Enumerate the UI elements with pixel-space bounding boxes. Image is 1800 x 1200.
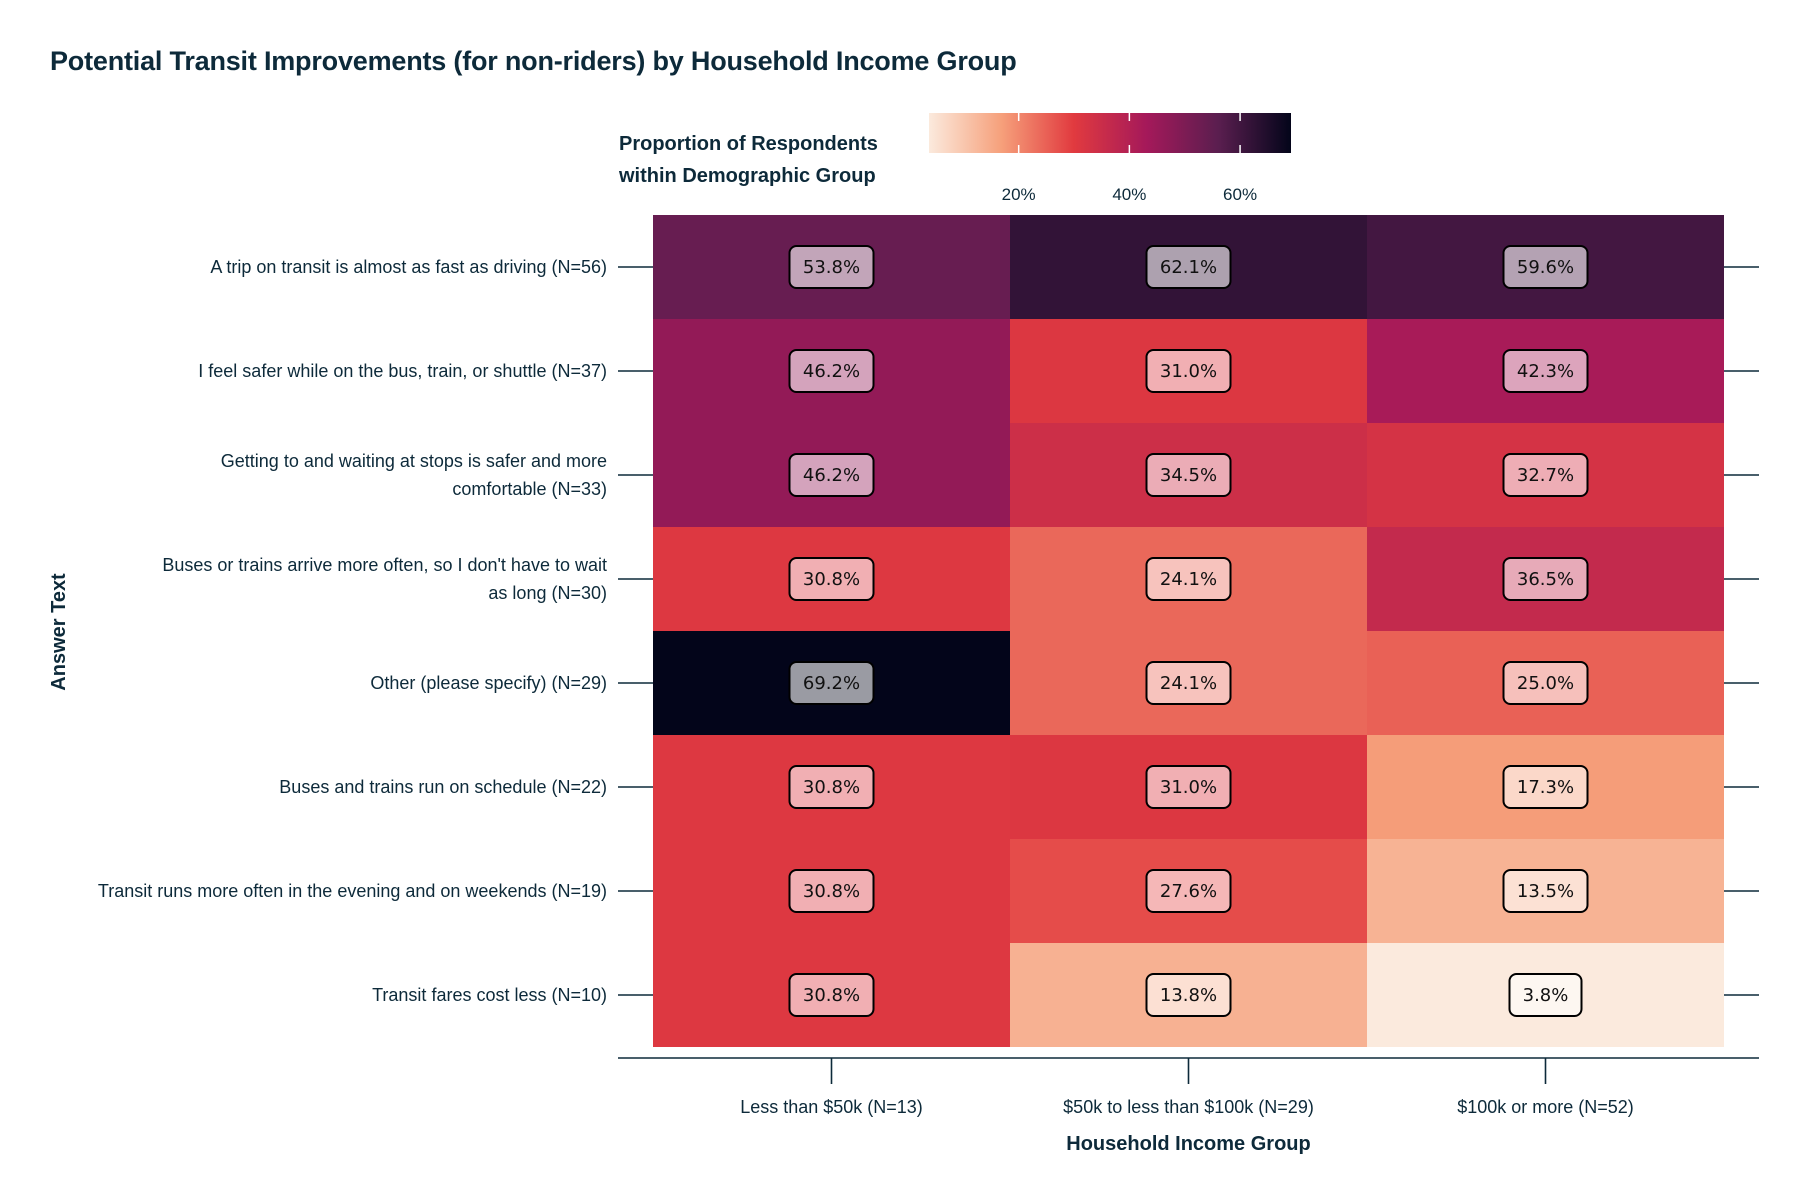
cell-value-box — [1502, 349, 1589, 393]
cell-value-label: 17.3% — [1517, 777, 1574, 798]
cell-value-label: 69.2% — [803, 673, 860, 694]
cell-value-box — [1502, 765, 1589, 809]
cell-value-box — [1145, 557, 1232, 601]
cell-value-label: 31.0% — [1160, 777, 1217, 798]
cell-value-box — [1502, 661, 1589, 705]
cell-value-box — [1145, 349, 1232, 393]
row-label: Buses or trains arrive more often, so I … — [162, 555, 607, 575]
legend-tick-label: 20% — [1002, 185, 1036, 204]
legend-tick-label: 60% — [1223, 185, 1257, 204]
cell-value-box — [1145, 869, 1232, 913]
cell-value-label: 53.8% — [803, 257, 860, 278]
row-label: comfortable (N=33) — [452, 479, 607, 499]
cell-value-label: 30.8% — [803, 777, 860, 798]
row-label: Transit runs more often in the evening a… — [98, 881, 607, 901]
cell-value-label: 30.8% — [803, 881, 860, 902]
cell-value-box — [788, 453, 875, 497]
cell-value-label: 46.2% — [803, 361, 860, 382]
cell-value-label: 24.1% — [1160, 673, 1217, 694]
cell-value-box — [788, 973, 875, 1017]
cell-value-box — [788, 349, 875, 393]
cell-value-label: 46.2% — [803, 465, 860, 486]
cell-value-label: 13.8% — [1160, 985, 1217, 1006]
cell-value-box — [788, 245, 875, 289]
cell-value-label: 32.7% — [1517, 465, 1574, 486]
column-label: $100k or more (N=52) — [1457, 1097, 1634, 1117]
cell-value-box — [788, 869, 875, 913]
cell-value-label: 30.8% — [803, 985, 860, 1006]
cell-value-box — [788, 765, 875, 809]
y-axis-title: Answer Text — [48, 573, 70, 691]
cell-value-label: 24.1% — [1160, 569, 1217, 590]
legend-title: within Demographic Group — [618, 165, 876, 187]
column-label: Less than $50k (N=13) — [740, 1097, 923, 1117]
row-label: A trip on transit is almost as fast as d… — [210, 257, 607, 277]
cell-value-label: 62.1% — [1160, 257, 1217, 278]
cell-value-box — [1502, 453, 1589, 497]
cell-value-box — [1502, 557, 1589, 601]
cell-value-label: 31.0% — [1160, 361, 1217, 382]
cell-value-box — [1145, 765, 1232, 809]
cell-value-label: 36.5% — [1517, 569, 1574, 590]
cell-value-box — [1145, 661, 1232, 705]
cell-value-box — [788, 661, 875, 705]
cell-value-label: 3.8% — [1523, 985, 1569, 1006]
row-label: I feel safer while on the bus, train, or… — [198, 361, 607, 381]
cell-value-label: 59.6% — [1517, 257, 1574, 278]
chart-title: Potential Transit Improvements (for non-… — [50, 46, 1017, 76]
cell-value-box — [1508, 973, 1583, 1017]
cell-value-box — [1502, 245, 1589, 289]
cell-value-box — [1145, 245, 1232, 289]
row-label: Buses and trains run on schedule (N=22) — [279, 777, 607, 797]
row-label: as long (N=30) — [488, 583, 607, 603]
cell-value-box — [1502, 869, 1589, 913]
row-label: Other (please specify) (N=29) — [370, 673, 607, 693]
cell-value-label: 30.8% — [803, 569, 860, 590]
column-label: $50k to less than $100k (N=29) — [1063, 1097, 1314, 1117]
cell-value-label: 25.0% — [1517, 673, 1574, 694]
legend-title: Proportion of Respondents — [619, 133, 878, 155]
cell-value-label: 27.6% — [1160, 881, 1217, 902]
row-label: Transit fares cost less (N=10) — [372, 985, 607, 1005]
legend-colorbar — [929, 113, 1291, 153]
cell-value-box — [1145, 453, 1232, 497]
x-axis-title: Household Income Group — [1066, 1133, 1310, 1155]
cell-value-box — [788, 557, 875, 601]
cell-value-label: 34.5% — [1160, 465, 1217, 486]
row-label: Getting to and waiting at stops is safer… — [221, 451, 607, 471]
cell-value-box — [1145, 973, 1232, 1017]
legend-tick-label: 40% — [1112, 185, 1146, 204]
cell-value-label: 42.3% — [1517, 361, 1574, 382]
cell-value-label: 13.5% — [1517, 881, 1574, 902]
